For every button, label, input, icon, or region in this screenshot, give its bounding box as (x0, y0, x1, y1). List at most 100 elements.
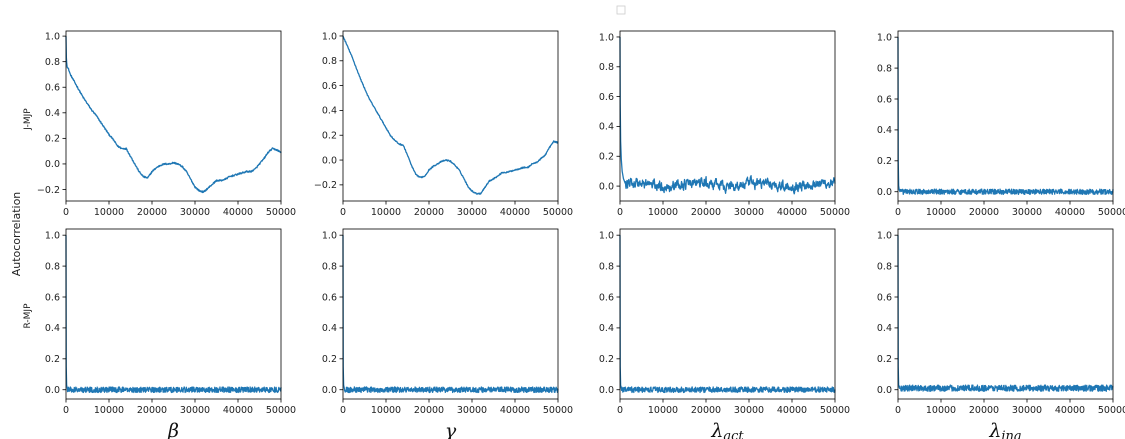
y-tick-label: 0.4 (599, 323, 614, 334)
y-tick-label: 1.0 (322, 31, 337, 42)
row-label-r-mjp: R-MJP (23, 303, 33, 329)
y-tick-label: 0.4 (599, 122, 614, 133)
y-tick-label: 0.2 (322, 354, 337, 365)
y-tick-label: 0.4 (322, 106, 337, 117)
axes-frame (620, 31, 835, 201)
x-tick-label: 40000 (223, 405, 253, 416)
x-tick-label: 50000 (1098, 207, 1125, 218)
y-tick-label: 0.2 (45, 354, 60, 365)
y-tick-label: 0.8 (322, 56, 337, 67)
y-tick-label: 0.2 (877, 156, 892, 167)
y-tick-label: 1.0 (877, 230, 892, 241)
axes-frame (898, 229, 1113, 399)
y-tick-label: 0.0 (45, 385, 60, 396)
axes-frame (343, 31, 558, 201)
y-tick-label: 0.0 (599, 181, 614, 192)
y-tick-label: 0.2 (599, 354, 614, 365)
x-tick-label: 50000 (820, 207, 850, 218)
x-tick-label: 50000 (1098, 405, 1125, 416)
axes-frame (343, 229, 558, 399)
axes-frame (66, 31, 281, 201)
axes-frame (620, 229, 835, 399)
panel-j-mjp-2: 0 10000 20000 30000 40000 50000 0.0 0.2 0.4 0.6 0.… (599, 31, 850, 218)
y-tick-label: 1.0 (599, 230, 614, 241)
y-tick-label: 1.0 (877, 32, 892, 43)
y-tick-label: 0.4 (322, 323, 337, 334)
panel-j-mjp-3: 0 10000 20000 30000 40000 50000 0.0 0.2 0.4 0.6 0.… (877, 31, 1125, 218)
y-tick-label: 0.2 (45, 134, 60, 145)
x-tick-label: 10000 (926, 405, 956, 416)
y-tick-label: 0.2 (599, 152, 614, 163)
x-tick-label: 40000 (1055, 405, 1085, 416)
y-tick-label: 0.0 (45, 159, 60, 170)
x-tick-label: 20000 (969, 405, 999, 416)
y-tick-label: 0.0 (877, 187, 892, 198)
y-tick-label: 0.4 (877, 323, 892, 334)
y-tick-label: 0.0 (877, 385, 892, 396)
series-line (343, 235, 558, 392)
panel-j-mjp-1: 0 10000 20000 30000 40000 50000 −0.2 0.0 0.2 0.4 0… (314, 31, 573, 218)
y-tick-label: 0.0 (599, 385, 614, 396)
panel-r-mjp-6: 0 10000 20000 30000 40000 50000 0.0 0.2 0.4 0.6 0.… (599, 229, 850, 416)
x-tick-label: 30000 (734, 207, 764, 218)
x-tick-label: 20000 (969, 207, 999, 218)
x-tick-label: 40000 (1055, 207, 1085, 218)
x-tick-label: 20000 (414, 405, 444, 416)
series-line (343, 36, 558, 194)
y-tick-label: 0.2 (322, 131, 337, 142)
x-tick-label: 50000 (543, 405, 573, 416)
column-label-0: β (167, 420, 179, 439)
y-tick-label: 0.6 (877, 292, 892, 303)
x-tick-label: 10000 (371, 405, 401, 416)
x-tick-label: 40000 (223, 207, 253, 218)
x-tick-label: 30000 (457, 405, 487, 416)
x-tick-label: 50000 (820, 405, 850, 416)
panel-r-mjp-5: 0 10000 20000 30000 40000 50000 0.0 0.2 0.4 0.6 0.… (322, 229, 573, 416)
x-tick-label: 30000 (180, 207, 210, 218)
x-tick-label: 0 (617, 207, 623, 218)
y-tick-label: −0.2 (314, 180, 337, 191)
y-tick-label: 1.0 (322, 230, 337, 241)
y-tick-label: 0.0 (322, 155, 337, 166)
y-tick-label: 0.6 (599, 292, 614, 303)
x-tick-label: 20000 (137, 207, 167, 218)
x-tick-label: 10000 (94, 405, 124, 416)
x-tick-label: 10000 (926, 207, 956, 218)
x-tick-label: 50000 (266, 207, 296, 218)
series-line (620, 235, 835, 392)
y-tick-label: 0.6 (322, 292, 337, 303)
panel-grid: 0 10000 20000 30000 40000 50000 −0.2 0.0 0.2 0.4 0… (37, 31, 1125, 416)
y-tick-label: 0.4 (877, 125, 892, 136)
legend-box (617, 6, 625, 14)
x-tick-label: 10000 (648, 207, 678, 218)
y-tick-label: 1.0 (599, 32, 614, 43)
x-tick-label: 50000 (543, 207, 573, 218)
x-tick-label: 0 (63, 207, 69, 218)
x-tick-label: 40000 (500, 405, 530, 416)
y-tick-label: 1.0 (45, 230, 60, 241)
y-tick-label: 0.6 (599, 92, 614, 103)
x-tick-label: 30000 (1012, 405, 1042, 416)
column-label-3: λina (988, 420, 1021, 439)
x-tick-label: 20000 (137, 405, 167, 416)
y-tick-label: 0.6 (45, 292, 60, 303)
x-tick-label: 10000 (94, 207, 124, 218)
y-tick-label: 0.6 (877, 94, 892, 105)
y-tick-label: 0.8 (45, 57, 60, 68)
y-tick-label: 0.0 (322, 385, 337, 396)
y-tick-label: −0.2 (37, 185, 60, 196)
y-tick-label: 0.8 (599, 62, 614, 73)
series-line (620, 37, 835, 194)
x-tick-label: 30000 (457, 207, 487, 218)
y-tick-label: 0.8 (877, 63, 892, 74)
series-line (66, 235, 281, 392)
y-tick-label: 0.6 (322, 81, 337, 92)
x-tick-label: 40000 (777, 207, 807, 218)
x-tick-label: 40000 (500, 207, 530, 218)
x-tick-label: 0 (340, 405, 346, 416)
x-tick-label: 0 (895, 207, 901, 218)
x-tick-label: 0 (340, 207, 346, 218)
row-label-j-mjp: J-MJP (23, 108, 33, 131)
x-tick-label: 0 (895, 405, 901, 416)
column-label-1: γ (445, 420, 457, 439)
